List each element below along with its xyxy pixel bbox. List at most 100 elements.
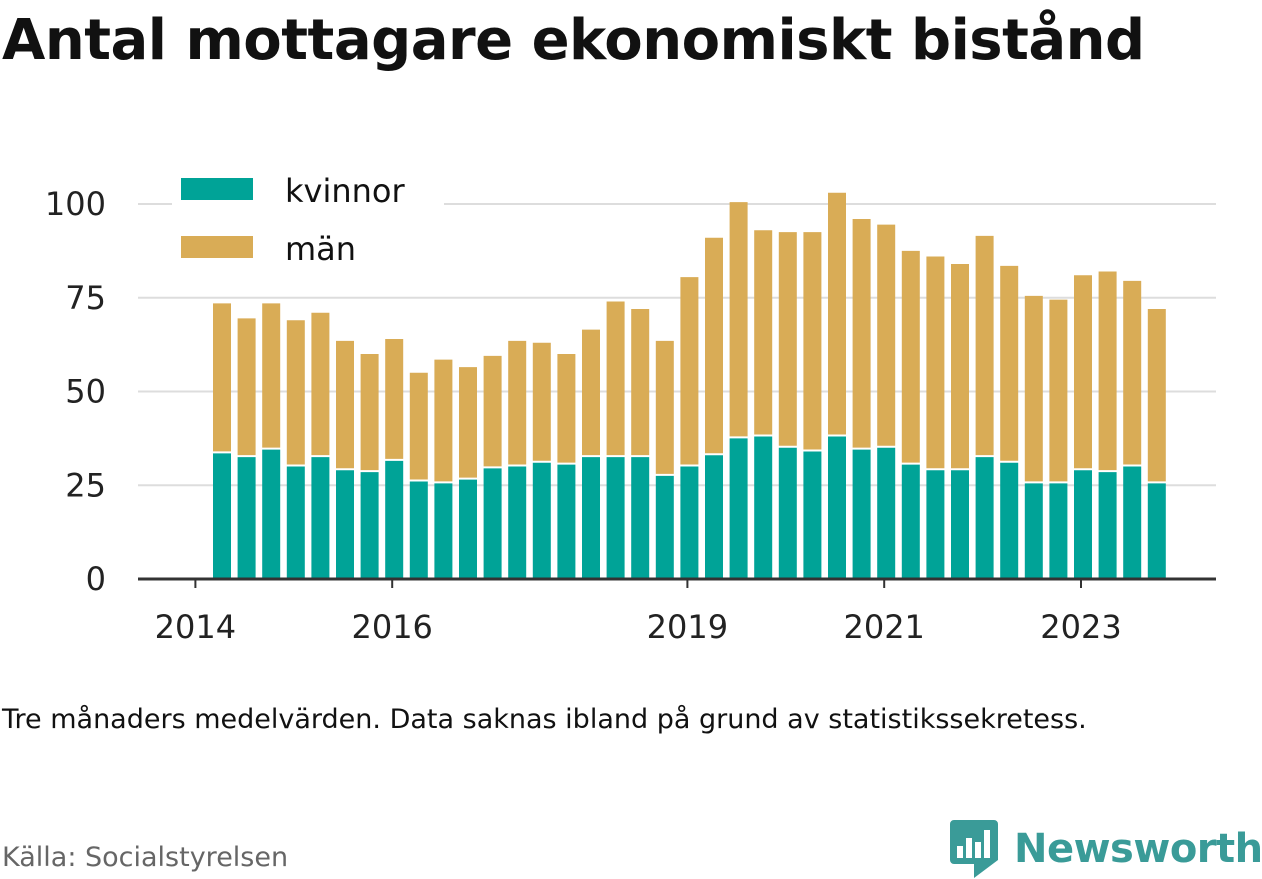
bar-kvinnor — [655, 475, 674, 579]
bar-man — [926, 256, 945, 469]
bar-kvinnor — [1000, 462, 1019, 579]
bar-kvinnor — [557, 464, 576, 579]
bar-man — [1000, 265, 1019, 461]
bar-kvinnor — [311, 457, 330, 579]
bar-kvinnor — [336, 470, 354, 579]
bar-man — [1049, 299, 1068, 482]
bar-kvinnor — [606, 457, 625, 579]
bar-man — [631, 309, 650, 456]
bar-kvinnor — [926, 470, 945, 579]
bar-man — [262, 303, 281, 448]
bar-kvinnor — [508, 466, 527, 579]
bar-man — [778, 232, 797, 446]
bar-man — [680, 277, 699, 465]
bar-kvinnor — [877, 447, 896, 579]
bar-kvinnor — [828, 436, 846, 579]
bar-kvinnor — [778, 447, 797, 579]
bar-man — [1024, 295, 1043, 482]
bar-kvinnor — [631, 457, 650, 579]
bar-kvinnor — [409, 481, 428, 579]
legend-label-man: män — [285, 230, 356, 268]
bar-kvinnor — [680, 466, 699, 579]
bar-man — [582, 329, 600, 456]
bar-man — [336, 340, 354, 469]
bar-man — [532, 342, 551, 461]
bar-kvinnor — [286, 466, 305, 579]
bar-kvinnor — [852, 449, 871, 579]
brand-name: Newsworthy — [1014, 826, 1262, 872]
y-tick-label: 100 — [45, 185, 106, 223]
bar-man — [459, 367, 477, 478]
bar-kvinnor — [483, 468, 502, 579]
bar-man — [729, 202, 748, 437]
bar-kvinnor — [213, 453, 231, 579]
bar-man — [803, 232, 822, 450]
newsworthy-logo: Newsworthy — [950, 820, 1262, 878]
bar-kvinnor — [1098, 472, 1117, 579]
axes: 0 25 50 75 100 2014 2016 2019 2021 2023 — [45, 185, 1216, 646]
bar-man — [1074, 275, 1092, 469]
legend: kvinnor män — [172, 168, 444, 278]
bar-man — [606, 301, 625, 456]
bar-man — [1098, 271, 1117, 471]
bar-kvinnor — [803, 451, 822, 579]
bar-kvinnor — [385, 460, 404, 579]
bar-man — [705, 237, 723, 454]
bar-man — [557, 354, 576, 463]
bar-man — [877, 224, 896, 446]
bar-kvinnor — [459, 479, 477, 579]
bar-kvinnor — [1024, 483, 1043, 579]
bar-man — [754, 230, 773, 435]
bar-man — [975, 235, 994, 456]
bar-man — [360, 354, 379, 471]
x-tick-label: 2016 — [351, 608, 432, 646]
y-tick-label: 25 — [65, 466, 106, 504]
source-text: Källa: Socialstyrelsen — [2, 842, 289, 873]
bar-man — [434, 359, 453, 482]
bar-man — [655, 340, 674, 474]
bar-man — [483, 355, 502, 467]
bar-kvinnor — [975, 457, 994, 579]
x-tick-label: 2023 — [1040, 608, 1121, 646]
bar-man — [901, 250, 920, 463]
bar-man — [213, 303, 231, 452]
bar-kvinnor — [360, 472, 379, 579]
bar-kvinnor — [262, 449, 281, 579]
bar-man — [951, 264, 969, 469]
x-tick-label: 2021 — [843, 608, 924, 646]
bar-kvinnor — [901, 464, 920, 579]
bar-kvinnor — [754, 436, 773, 579]
bar-man — [1147, 309, 1166, 482]
chart-note: Tre månaders medelvärden. Data saknas ib… — [2, 704, 1087, 735]
stacked-bar-chart: 0 25 50 75 100 2014 2016 2019 2021 2023 kvinnor m… — [44, 168, 1216, 646]
bar-man — [828, 192, 846, 435]
bar-man — [409, 372, 428, 480]
y-tick-label: 75 — [65, 279, 106, 317]
chart-title: Antal mottagare ekonomiskt bistånd — [2, 8, 1145, 73]
bar-man — [508, 340, 527, 465]
bar-man — [852, 219, 871, 448]
x-tick-label: 2019 — [647, 608, 728, 646]
bar-man — [237, 318, 256, 456]
bar-kvinnor — [1123, 466, 1142, 579]
bar-kvinnor — [532, 462, 551, 579]
bar-man — [311, 312, 330, 456]
legend-label-kvinnor: kvinnor — [285, 172, 406, 210]
x-tick-label: 2014 — [155, 608, 236, 646]
bar-man — [385, 339, 404, 459]
bar-kvinnor — [1147, 483, 1166, 579]
bar-kvinnor — [705, 455, 723, 579]
bar-man — [1123, 280, 1142, 465]
y-tick-label: 50 — [65, 373, 106, 411]
bar-kvinnor — [582, 457, 600, 579]
bar-kvinnor — [434, 483, 453, 579]
bar-kvinnor — [1049, 483, 1068, 579]
bar-kvinnor — [729, 438, 748, 579]
bar-man — [286, 320, 305, 465]
bar-kvinnor — [1074, 470, 1092, 579]
bar-kvinnor — [951, 470, 969, 579]
y-tick-label: 0 — [86, 560, 106, 598]
bars — [213, 192, 1166, 579]
newsworthy-logo-icon — [950, 820, 998, 878]
legend-swatch-man — [181, 236, 253, 258]
